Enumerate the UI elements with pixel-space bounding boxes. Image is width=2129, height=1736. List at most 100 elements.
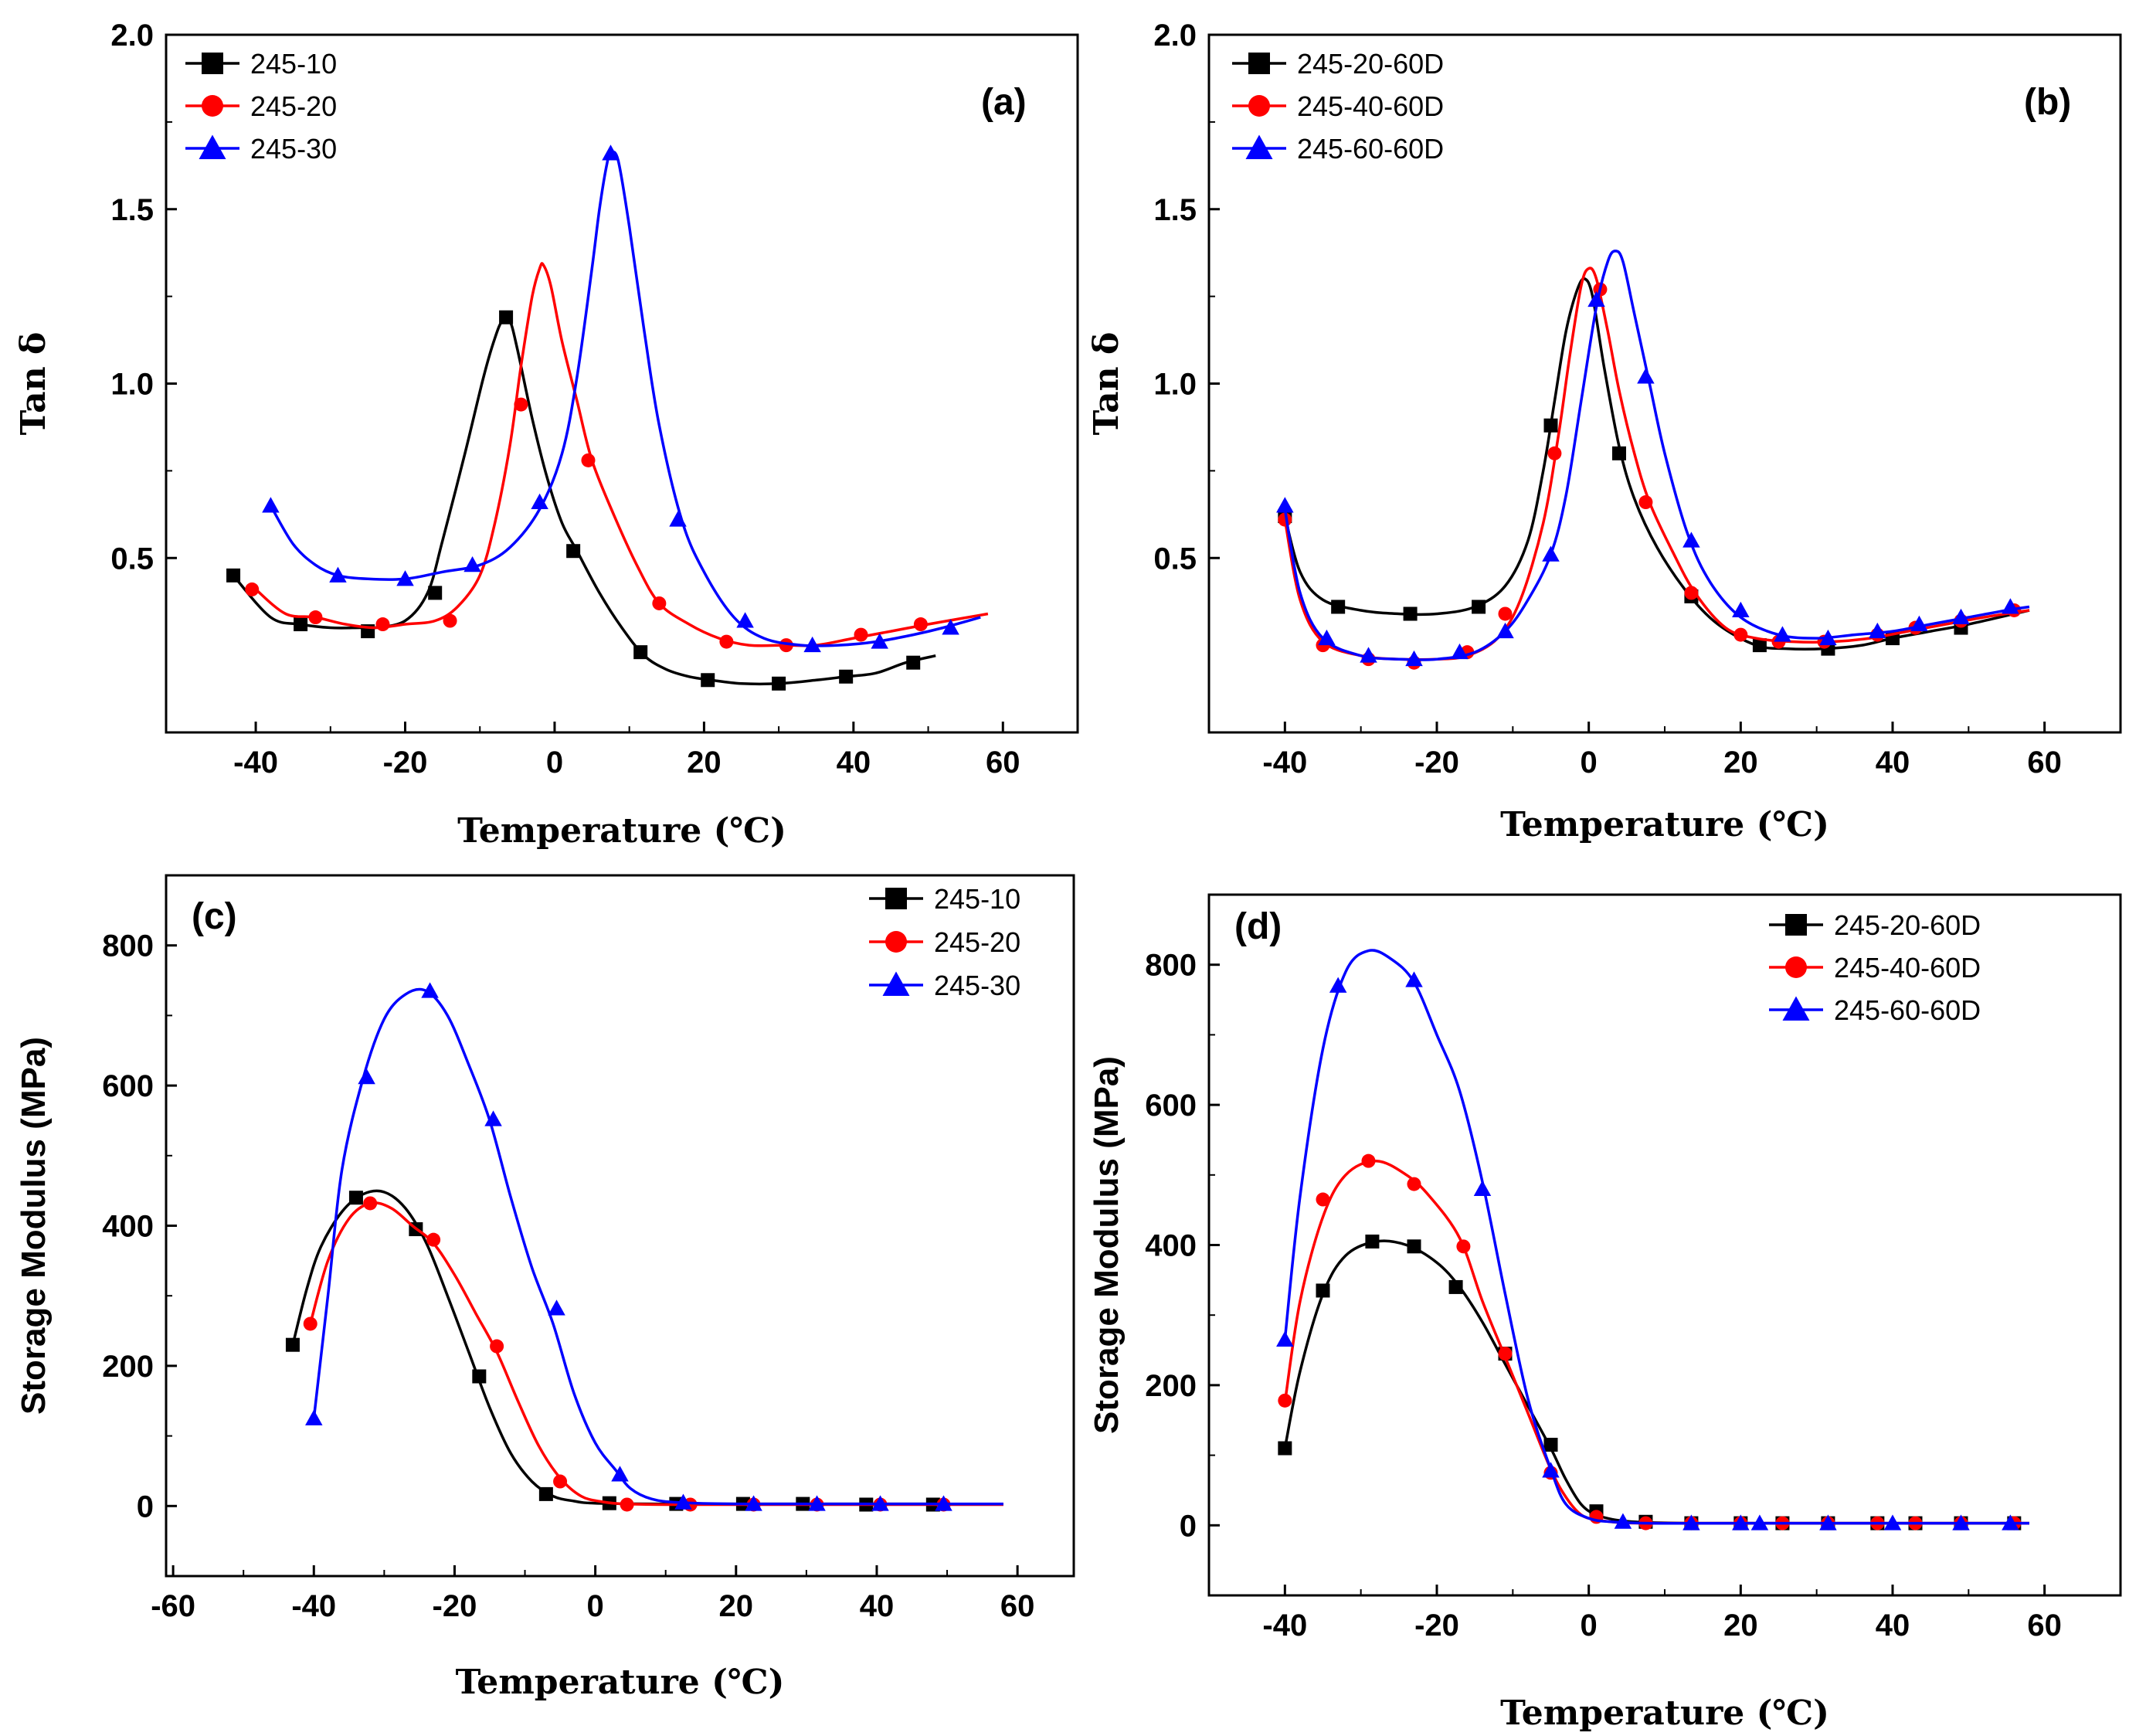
panel-a: -40 -20 0 20 40 60 0.5 1.0 1.5 2.0 Temperature (℃)… — [14, 19, 1079, 851]
panel-b-data-point — [1542, 545, 1560, 562]
panel-b-series-245-20-60D — [1278, 277, 2030, 656]
panel-c-data-point — [553, 1474, 568, 1489]
panel-b-series-245-40-60D — [1278, 267, 2030, 670]
panel-b-data-point — [1752, 638, 1767, 653]
panel-a-data-point — [906, 655, 921, 670]
panel-b-data-point — [1472, 600, 1486, 614]
panel-a-data-point — [514, 397, 528, 412]
panel-d-data-point — [1732, 1514, 1750, 1530]
panel-b-x-tick-label: 0 — [1581, 746, 1598, 780]
panel-a-x-tick-label: 0 — [546, 746, 563, 780]
panel-a-data-point — [531, 493, 548, 510]
panel-c-series-line — [312, 987, 1003, 1506]
panel-c-data-point — [285, 1337, 300, 1352]
panel-c-data-point — [620, 1497, 634, 1512]
panel-b-x-tick-label: 20 — [1723, 746, 1758, 780]
panel-c-legend-entry: 245-10 — [934, 883, 1020, 915]
panel-c-data-point — [348, 1191, 363, 1205]
panel-c-y-tick-label: 400 — [102, 1210, 154, 1244]
panel-a-data-point — [942, 619, 959, 635]
panel-d-x-axis-title: Temperature (℃) — [1500, 1694, 1829, 1733]
panel-d-data-point — [1750, 1514, 1769, 1530]
panel-a-label: (a) — [981, 82, 1027, 123]
panel-a-legend-entry: 245-20 — [250, 90, 337, 122]
panel-a-y-tick-label: 1.0 — [110, 368, 154, 402]
panel-b-data-point — [2002, 598, 2019, 614]
panel-c-x-tick-label: 40 — [860, 1589, 895, 1623]
panel-d-data-point — [1473, 1180, 1492, 1196]
panel-a-y-tick-label: 1.5 — [110, 193, 154, 227]
panel-a-data-point — [463, 556, 481, 572]
panel-c-data-point — [808, 1495, 826, 1511]
panel-b-data-point — [1360, 647, 1377, 663]
panel-a-legend: 245-10 245-20 245-30 — [185, 48, 337, 165]
panel-b-data-point — [1869, 622, 1886, 639]
panel-d-legend-entry: 245-60-60D — [1834, 994, 1981, 1026]
panel-b-data-point — [1587, 290, 1605, 307]
panel-d-data-point — [1405, 971, 1423, 987]
panel-d-data-point — [1361, 1153, 1376, 1168]
panel-d-series-245-40-60D — [1278, 1153, 2029, 1530]
panel-b-data-point — [1732, 601, 1750, 617]
panel-d-data-point — [1883, 1514, 1902, 1530]
panel-c-data-point — [426, 1232, 441, 1247]
panel-c-label: (c) — [192, 896, 237, 937]
panel-a-series-245-10 — [226, 310, 936, 691]
panel-a-legend-marker — [202, 95, 223, 117]
panel-b-data-point — [1637, 368, 1655, 384]
panel-b-data-point — [1331, 600, 1346, 614]
panel-b-data-point — [1612, 446, 1626, 460]
panel-d-axes-frame — [1207, 893, 2122, 1597]
panel-b-y-tick-label: 0.5 — [1153, 542, 1197, 576]
panel-d-legend-marker — [1782, 996, 1810, 1021]
panel-b-data-point — [1638, 495, 1653, 510]
panel-c-y-tick-label: 200 — [102, 1350, 154, 1384]
panel-a-data-point — [669, 511, 687, 527]
panel-c-data-point — [472, 1369, 487, 1384]
panel-a-x-tick-label: -40 — [233, 746, 278, 780]
panel-d-legend-entry: 245-40-60D — [1834, 952, 1981, 984]
panel-d-y-tick-label: 0 — [1180, 1509, 1197, 1543]
panel-b-legend-marker — [1248, 53, 1270, 74]
panel-b-data-point — [1451, 643, 1469, 660]
panel-b-data-point — [1819, 629, 1837, 646]
panel-a-data-point — [396, 570, 414, 586]
panel-a-legend-entry: 245-30 — [250, 133, 337, 165]
panel-c-data-point — [538, 1486, 553, 1501]
panel-c-legend-entry: 245-20 — [934, 926, 1020, 958]
panel-b-legend: 245-20-60D 245-40-60D 245-60-60D — [1232, 48, 1444, 165]
panel-c-legend-marker — [885, 931, 907, 953]
panel-d-series-245-60-60D — [1276, 949, 2029, 1530]
panel-d-data-point — [1543, 1437, 1558, 1452]
panel-d-data-point — [1316, 1192, 1330, 1207]
panel-d-data-point — [1365, 1234, 1380, 1248]
panel-a-x-tick-label: 20 — [687, 746, 722, 780]
panel-d-x-tick-label: -20 — [1414, 1609, 1459, 1643]
panel-b-x-tick-label: 40 — [1876, 746, 1910, 780]
panel-c-y-tick-label: 0 — [137, 1490, 154, 1524]
panel-c-y-tick-label: 800 — [102, 929, 154, 963]
panel-c-legend-entry: 245-30 — [934, 970, 1020, 1001]
panel-d-data-point — [1407, 1239, 1421, 1254]
panel-a-data-point — [245, 582, 260, 596]
panel-a-data-point — [854, 627, 868, 642]
panel-c: -60 -40 -20 0 20 40 600200400600800Temperature… — [15, 874, 1075, 1702]
panel-c-x-tick-label: 20 — [719, 1589, 754, 1623]
panel-c-x-tick-label: -40 — [291, 1589, 336, 1623]
panel-d-y-tick-label: 200 — [1145, 1369, 1197, 1403]
panel-d-label: (d) — [1234, 906, 1282, 947]
panel-d-data-point — [1276, 1330, 1294, 1347]
panel-b-data-point — [1318, 629, 1336, 646]
panel-c-data-point — [303, 1316, 317, 1331]
panel-a-data-point — [602, 144, 620, 161]
panel-a-data-point — [736, 612, 754, 628]
panel-b-x-tick-label: -20 — [1414, 746, 1459, 780]
panel-a-data-point — [262, 497, 280, 513]
panel-d-x-tick-label: 0 — [1581, 1609, 1598, 1643]
panel-a-series-line — [269, 151, 981, 647]
panel-c-data-point — [935, 1495, 952, 1511]
panel-b: -40 -20 0 20 40 60 0.5 1.0 1.5 2.0 Temperature (℃)… — [1087, 19, 2122, 844]
panel-a-data-point — [719, 634, 734, 649]
